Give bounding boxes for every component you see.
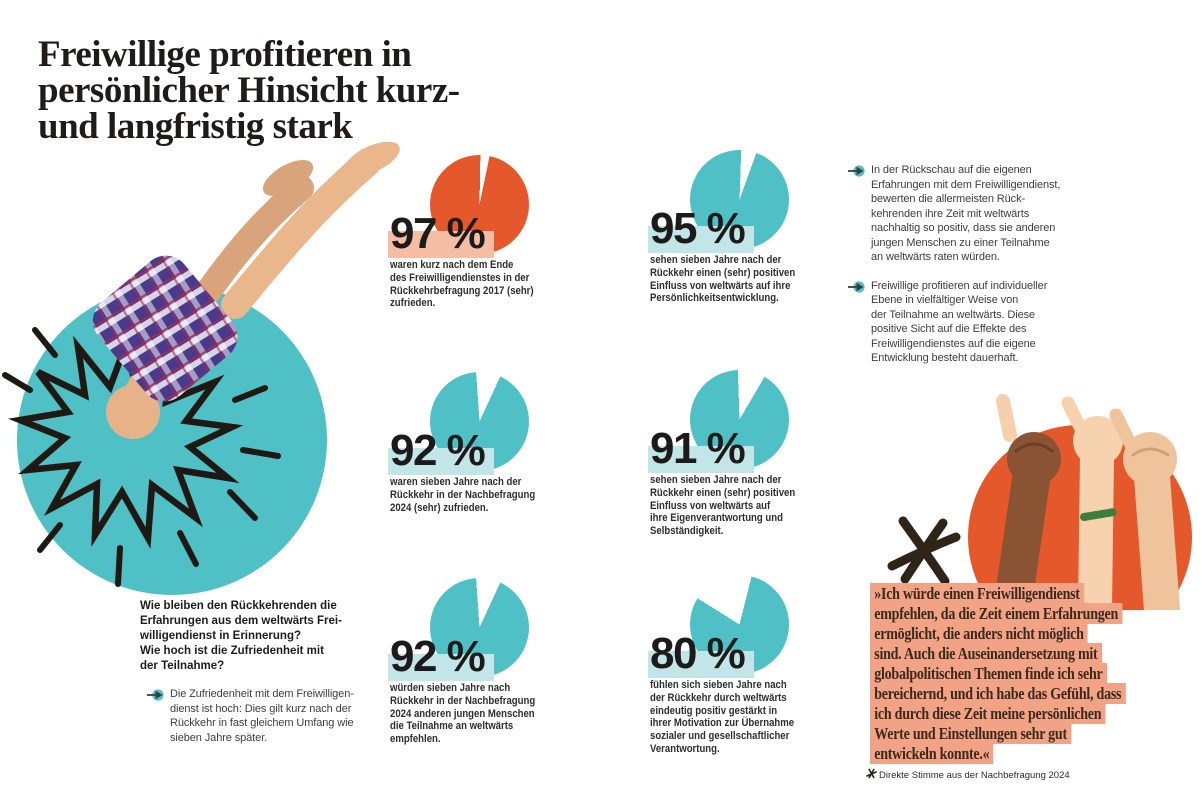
stat-value: 91 % [648, 424, 755, 473]
stat-caption: waren sieben Jahre nach der Rückkehr in … [390, 476, 536, 514]
diver-figure [92, 141, 400, 439]
quote-text: »Ich würde einen Freiwilligendienst empf… [870, 583, 1126, 764]
stat-value: 95 % [648, 204, 755, 253]
arrow-right-icon [848, 280, 865, 293]
asterisk-icon [887, 516, 961, 586]
summary-bullet-1: In der Rückschau auf die eigenen Erfahru… [847, 163, 1077, 265]
stat-caption: sehen sieben Jahre nach der Rückkehr ein… [650, 254, 796, 305]
arrow-right-icon [848, 165, 865, 177]
bullet-text: In der Rückschau auf die eigenen Erfahru… [871, 164, 1061, 263]
stat-value: 80 % [648, 629, 755, 678]
question-text: Wie bleiben den Rückkehrenden die Erfahr… [140, 600, 342, 672]
asterisk-small-icon [866, 768, 877, 779]
thumbs-up-illustration [968, 394, 1192, 610]
summary-column: In der Rückschau auf die eigenen Erfahru… [847, 163, 1077, 366]
arrow-right-icon [147, 689, 164, 701]
page-title: Freiwillige profitieren in persönlicher … [38, 33, 460, 147]
stat-caption: fühlen sich sieben Jahre nach der Rückke… [650, 679, 795, 755]
bullet-text: Die Zufriedenheit mit dem Freiwilligen- … [170, 688, 354, 744]
stat-caption: würden sieben Jahre nach Rückkehr in der… [390, 682, 536, 746]
stat-value: 92 % [388, 632, 495, 681]
stat-value: 97 % [388, 209, 495, 258]
summary-bullet-2: Freiwillige profitieren auf individuelle… [847, 279, 1077, 366]
footnote: Direkte Stimme aus der Nachbefragung 202… [866, 768, 1070, 781]
answer-bullet: Die Zufriedenheit mit dem Freiwilligen- … [146, 687, 375, 745]
diver-illustration [2, 141, 400, 595]
bullet-text: Freiwillige profitieren auf individuelle… [871, 279, 1048, 365]
footnote-text: Direkte Stimme aus der Nachbefragung 202… [879, 770, 1070, 781]
stat-caption: waren kurz nach dem Ende des Freiwillige… [390, 259, 534, 310]
question-block: Wie bleiben den Rückkehrenden die Erfahr… [140, 599, 375, 745]
quote-block: »Ich würde einen Freiwilligendienst empf… [870, 583, 1163, 764]
stat-value: 92 % [388, 426, 495, 475]
stat-caption: sehen sieben Jahre nach der Rückkehr ein… [650, 474, 796, 538]
hands-group [993, 394, 1180, 610]
